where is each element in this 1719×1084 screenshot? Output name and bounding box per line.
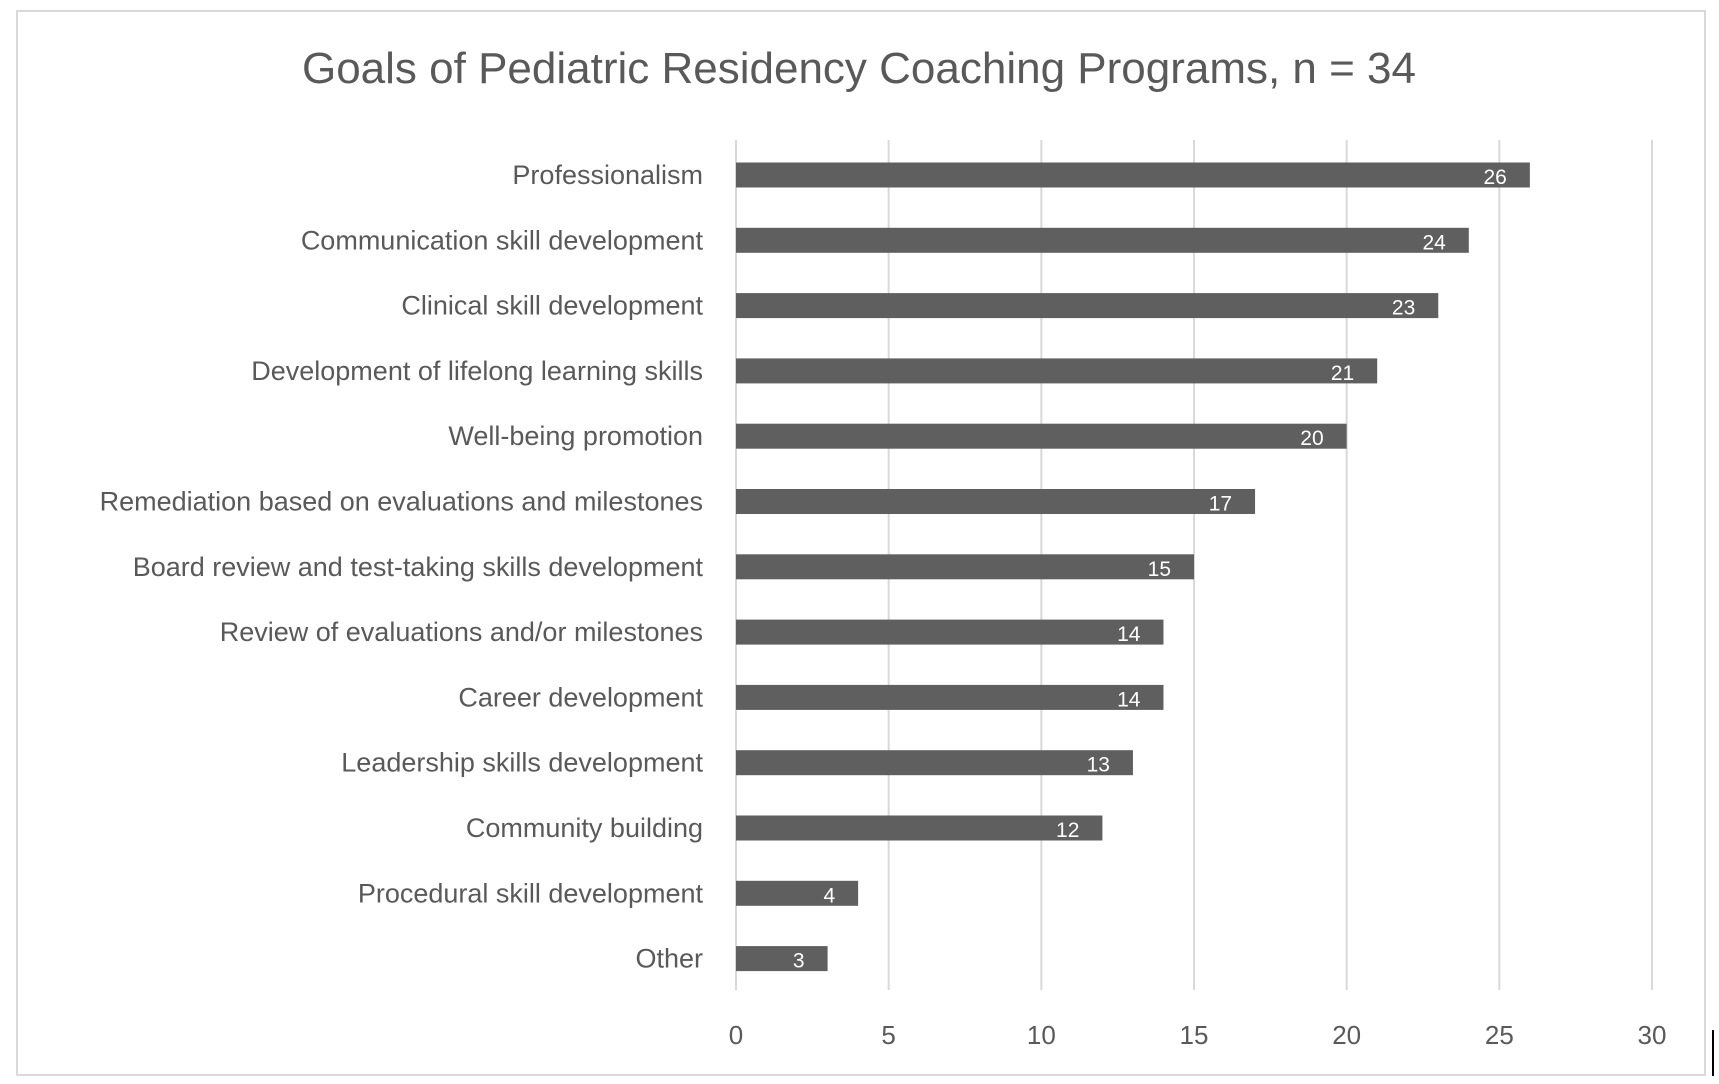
bar bbox=[736, 489, 1256, 514]
data-label: 26 bbox=[1484, 166, 1507, 189]
data-label: 21 bbox=[1331, 362, 1354, 385]
data-label: 3 bbox=[793, 950, 805, 973]
category-label: Board review and test-taking skills deve… bbox=[133, 552, 704, 582]
category-label: Career development bbox=[458, 682, 703, 712]
chart-frame bbox=[16, 10, 1706, 1076]
category-label: Leadership skills development bbox=[341, 748, 703, 778]
bar bbox=[736, 227, 1469, 253]
category-label: Procedural skill development bbox=[358, 878, 704, 908]
data-label: 24 bbox=[1422, 231, 1446, 254]
bars: 26 24 23 21 20 17 15 14 14 13 12 4 3 bbox=[736, 162, 1530, 973]
x-tick-label: 30 bbox=[1638, 1020, 1667, 1050]
bar bbox=[736, 358, 1378, 384]
data-label: 4 bbox=[823, 884, 835, 907]
category-labels: Professionalism Communication skill devel… bbox=[100, 160, 704, 974]
x-tick-label: 10 bbox=[1027, 1020, 1056, 1050]
gridlines bbox=[735, 140, 1653, 990]
bar bbox=[736, 684, 1164, 710]
data-label: 23 bbox=[1392, 297, 1415, 320]
data-label: 13 bbox=[1087, 754, 1110, 777]
data-label: 12 bbox=[1056, 819, 1079, 842]
x-tick-label: 20 bbox=[1332, 1020, 1361, 1050]
bar bbox=[736, 750, 1133, 776]
category-label: Community building bbox=[466, 813, 703, 843]
category-label: Communication skill development bbox=[301, 225, 704, 255]
bar bbox=[736, 815, 1103, 841]
data-label: 14 bbox=[1117, 623, 1141, 646]
x-tick-label: 15 bbox=[1180, 1020, 1209, 1050]
category-label: Remediation based on evaluations and mil… bbox=[100, 487, 703, 517]
category-label: Well-being promotion bbox=[448, 421, 703, 451]
bar bbox=[736, 423, 1347, 449]
x-tick-label: 25 bbox=[1485, 1020, 1514, 1050]
category-label: Development of lifelong learning skills bbox=[251, 356, 703, 386]
data-label: 14 bbox=[1117, 688, 1141, 711]
bar bbox=[736, 946, 828, 972]
data-label: 15 bbox=[1148, 558, 1171, 581]
bar bbox=[736, 619, 1164, 645]
chart-title: Goals of Pediatric Residency Coaching Pr… bbox=[302, 44, 1416, 93]
x-tick-label: 5 bbox=[881, 1020, 895, 1050]
text-cursor bbox=[1712, 1030, 1714, 1076]
bar bbox=[736, 554, 1194, 580]
x-axis-tick-labels: 0 5 10 15 20 25 30 bbox=[729, 1020, 1667, 1050]
bar bbox=[736, 880, 859, 906]
data-label: 20 bbox=[1300, 427, 1323, 450]
bar bbox=[736, 293, 1439, 319]
category-label: Other bbox=[635, 944, 703, 974]
category-label: Professionalism bbox=[512, 160, 703, 190]
x-tick-label: 0 bbox=[729, 1020, 743, 1050]
bar bbox=[736, 162, 1530, 188]
category-label: Clinical skill development bbox=[401, 291, 703, 321]
data-label: 17 bbox=[1209, 493, 1232, 516]
category-label: Review of evaluations and/or milestones bbox=[220, 617, 703, 647]
